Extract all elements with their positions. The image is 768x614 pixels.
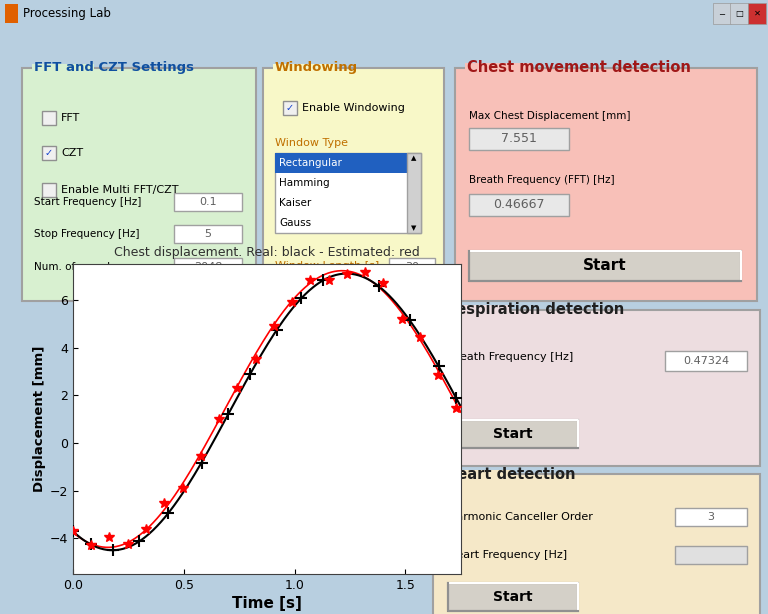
Text: Windowing: Windowing <box>275 61 358 74</box>
Bar <box>42 146 56 160</box>
Text: 7.551: 7.551 <box>501 133 537 146</box>
Text: □: □ <box>735 9 743 18</box>
Bar <box>42 183 56 196</box>
Text: CZT: CZT <box>61 148 83 158</box>
Bar <box>465 63 533 76</box>
Text: ✓: ✓ <box>286 103 294 113</box>
Text: Enable Multi FFT/CZT: Enable Multi FFT/CZT <box>61 185 178 195</box>
Text: Start: Start <box>493 590 533 604</box>
Text: ▲: ▲ <box>412 155 417 161</box>
Bar <box>263 68 444 300</box>
Bar <box>389 258 435 276</box>
Text: Max Chest Displacement [mm]: Max Chest Displacement [mm] <box>469 111 631 121</box>
Text: 0.46667: 0.46667 <box>493 198 545 211</box>
Y-axis label: Displacement [mm]: Displacement [mm] <box>32 346 45 492</box>
Bar <box>407 153 421 233</box>
Text: 0.47324: 0.47324 <box>683 357 729 367</box>
Bar <box>713 3 731 24</box>
Bar <box>273 64 335 76</box>
Text: FFT: FFT <box>61 113 80 123</box>
Text: 3: 3 <box>707 512 714 522</box>
Text: 30: 30 <box>405 262 419 271</box>
Text: Kaiser: Kaiser <box>279 198 311 208</box>
Bar <box>443 305 511 317</box>
Bar <box>443 470 511 483</box>
Text: Hamming: Hamming <box>279 177 329 188</box>
Text: ▼: ▼ <box>412 225 417 231</box>
Bar <box>675 508 747 526</box>
Bar <box>455 68 757 300</box>
Bar <box>275 153 407 173</box>
Text: Chest movement detection: Chest movement detection <box>467 60 691 76</box>
Bar <box>174 225 242 243</box>
Bar <box>433 474 760 614</box>
Text: 5: 5 <box>204 228 211 239</box>
Text: ✕: ✕ <box>753 9 761 18</box>
Bar <box>730 3 748 24</box>
Bar <box>174 193 242 211</box>
Bar <box>174 258 242 276</box>
Text: Stop Frequency [Hz]: Stop Frequency [Hz] <box>34 228 140 239</box>
Bar <box>675 546 747 564</box>
Bar <box>32 64 94 76</box>
Bar <box>283 101 297 115</box>
Text: Num. of samples: Num. of samples <box>34 262 122 271</box>
Text: Enable Windowing: Enable Windowing <box>302 103 405 113</box>
Bar <box>748 3 766 24</box>
Bar <box>433 309 760 466</box>
Text: Heart Frequency [Hz]: Heart Frequency [Hz] <box>448 550 567 560</box>
Text: Start: Start <box>583 258 627 273</box>
Bar <box>469 251 741 281</box>
Bar <box>448 583 578 611</box>
Text: Breath Frequency (FFT) [Hz]: Breath Frequency (FFT) [Hz] <box>469 175 614 185</box>
Text: Respiration detection: Respiration detection <box>445 302 624 317</box>
Text: Start: Start <box>493 427 533 441</box>
Text: FFT and CZT Settings: FFT and CZT Settings <box>34 61 194 74</box>
Text: Start Frequency [Hz]: Start Frequency [Hz] <box>34 196 141 207</box>
Bar <box>22 68 256 300</box>
Text: ✓: ✓ <box>45 148 53 158</box>
X-axis label: Time [s]: Time [s] <box>232 596 302 611</box>
Text: 0.1: 0.1 <box>199 196 217 207</box>
Bar <box>42 111 56 125</box>
Bar <box>5 4 18 23</box>
Bar <box>448 421 578 448</box>
Bar <box>469 194 569 216</box>
Bar <box>469 128 569 150</box>
Text: Processing Lab: Processing Lab <box>23 7 111 20</box>
Text: Window Type: Window Type <box>275 138 348 148</box>
Bar <box>275 153 421 233</box>
Text: Harmonic Canceller Order: Harmonic Canceller Order <box>448 512 593 522</box>
Text: Rectangular: Rectangular <box>279 158 342 168</box>
Text: Heart detection: Heart detection <box>445 467 575 482</box>
Text: Breath Frequency [Hz]: Breath Frequency [Hz] <box>448 352 573 362</box>
Text: Window Length [s]: Window Length [s] <box>275 260 379 271</box>
Text: 2048: 2048 <box>194 262 222 271</box>
Text: ─: ─ <box>720 9 724 18</box>
Bar <box>665 351 747 371</box>
Text: Chest displacement. Real: black - Estimated: red: Chest displacement. Real: black - Estima… <box>114 246 420 259</box>
Text: Gauss: Gauss <box>279 218 311 228</box>
